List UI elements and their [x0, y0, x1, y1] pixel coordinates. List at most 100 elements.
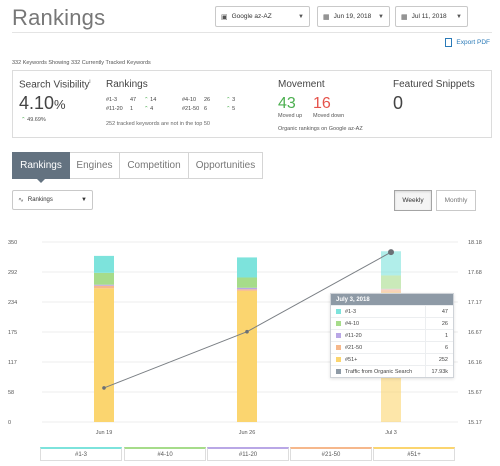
y-right-tick-label: 15.67 [468, 390, 482, 396]
tab-opportunities[interactable]: Opportunities [189, 152, 263, 179]
header-divider [12, 32, 492, 33]
tooltip-row: Traffic from Organic Search 17.93k [331, 365, 453, 377]
page-title: Rankings [12, 5, 106, 30]
bar-segment [94, 284, 114, 286]
monitor-icon: ▣ [221, 13, 228, 21]
moved-down-value: 16 [313, 95, 331, 112]
tab-competition[interactable]: Competition [120, 152, 189, 179]
calendar-icon: ▦ [323, 13, 330, 21]
info-icon[interactable]: i [89, 79, 91, 85]
y-right-tick-label: 16.67 [468, 330, 482, 336]
moved-up-label: Moved up [278, 113, 303, 119]
chevron-down-icon: ▼ [298, 13, 304, 20]
swatch-icon [336, 333, 341, 338]
y-left-tick-label: 117 [8, 360, 17, 366]
date-to-picker[interactable]: ▦ Jul 11, 2018 ▼ [395, 6, 468, 27]
tooltip-row: #21-50 6 [331, 341, 453, 353]
bar-segment [381, 288, 401, 290]
y-left-tick-label: 234 [8, 300, 17, 306]
movement-title: Movement [278, 79, 325, 90]
tooltip-date: July 3, 2018 [331, 294, 453, 305]
featured-snippets-title: Featured Snippets [393, 79, 475, 90]
search-visibility-change: ⌃ 49.69% [21, 117, 46, 123]
bar-segment [237, 287, 257, 290]
legend-item[interactable]: #51+ [373, 447, 455, 461]
legend-item[interactable]: #1-3 [40, 447, 122, 461]
search-visibility-value: 4.10% [19, 93, 66, 113]
swatch-icon [336, 321, 341, 326]
y-right-tick-label: 18.18 [468, 240, 482, 246]
arrow-up-icon: ⌃ [226, 96, 231, 103]
weekly-toggle[interactable]: Weekly [394, 190, 432, 211]
date-from-value: Jun 19, 2018 [333, 13, 372, 20]
bar-segment [237, 277, 257, 288]
traffic-point [102, 386, 106, 390]
chart-metric-value: Rankings [27, 197, 53, 203]
report-tabs: Rankings Engines Competition Opportuniti… [12, 152, 263, 183]
y-right-tick-label: 16.16 [468, 360, 482, 366]
bar-segment [94, 288, 114, 422]
y-left-tick-label: 175 [8, 330, 17, 336]
search-engine-select[interactable]: ▣ Google az-AZ ▼ [215, 6, 310, 27]
chart-metric-select[interactable]: ∿ Rankings ▼ [12, 190, 93, 210]
arrow-up-icon: ⌃ [226, 105, 231, 112]
movement-note: Organic rankings on Google az-AZ [278, 126, 363, 132]
export-pdf-link[interactable]: Export PDF [445, 38, 490, 47]
tab-engines[interactable]: Engines [70, 152, 120, 179]
y-left-tick-label: 58 [8, 390, 14, 396]
y-left-tick-label: 350 [8, 240, 17, 246]
chevron-down-icon: ▼ [378, 13, 384, 20]
date-from-picker[interactable]: ▦ Jun 19, 2018 ▼ [317, 6, 390, 27]
export-pdf-label: Export PDF [456, 39, 490, 46]
rankings-row: #11-20 1 ⌃ 4 #21-50 6 ⌃ 5 [106, 105, 236, 112]
keyword-summary: 332 Keywords Showing 332 Currently Track… [12, 60, 151, 66]
search-visibility-title: Search Visibilityi [19, 79, 91, 91]
monthly-toggle[interactable]: Monthly [436, 190, 476, 211]
swatch-icon [336, 309, 341, 314]
bar-segment [94, 272, 114, 285]
rankings-row: #1-3 47 ⌃ 14 #4-10 26 ⌃ 3 [106, 96, 236, 103]
bar-segment [237, 257, 257, 278]
y-left-tick-label: 0 [8, 420, 11, 426]
bar-segment [94, 285, 114, 289]
x-tick-label: Jun 19 [96, 430, 113, 436]
traffic-point [245, 329, 249, 334]
bar-segment [381, 275, 401, 289]
date-to-value: Jul 11, 2018 [411, 13, 447, 20]
swatch-icon [336, 369, 341, 374]
y-right-tick-label: 15.17 [468, 420, 482, 426]
y-right-tick-label: 17.17 [468, 300, 482, 306]
chart-tooltip: July 3, 2018 #1-3 47 #4-10 26 #11-20 1 #21-… [330, 293, 454, 378]
chevron-down-icon: ▼ [81, 197, 87, 203]
tab-rankings[interactable]: Rankings [12, 152, 70, 183]
rankings-grid: #1-3 47 ⌃ 14 #4-10 26 ⌃ 3 #11-20 1 ⌃ 4 #… [106, 95, 242, 113]
rankings-title: Rankings [106, 79, 148, 90]
tooltip-row: #51+ 252 [331, 353, 453, 365]
featured-snippets-value: 0 [393, 93, 404, 113]
bar-segment [94, 255, 114, 273]
tooltip-row: #1-3 47 [331, 305, 453, 317]
bar-segment [237, 290, 257, 422]
pdf-icon [445, 38, 453, 47]
legend-item[interactable]: #11-20 [207, 447, 289, 461]
bar-segment [381, 289, 401, 293]
legend-item[interactable]: #4-10 [124, 447, 206, 461]
traffic-point [388, 249, 394, 256]
swatch-icon [336, 345, 341, 350]
bar-segment [237, 289, 257, 291]
x-tick-label: Jun 26 [239, 430, 256, 436]
moved-up-value: 43 [278, 95, 296, 112]
calendar-icon: ▦ [401, 13, 408, 21]
legend-item[interactable]: #21-50 [290, 447, 372, 461]
line-chart-icon: ∿ [18, 197, 24, 204]
bar-segment [381, 251, 401, 276]
swatch-icon [336, 357, 341, 362]
y-left-tick-label: 292 [8, 270, 17, 276]
arrow-up-icon: ⌃ [144, 96, 149, 103]
moved-down-label: Moved down [313, 113, 345, 119]
tooltip-row: #11-20 1 [331, 329, 453, 341]
search-engine-value: Google az-AZ [231, 13, 272, 20]
arrow-up-icon: ⌃ [144, 105, 149, 112]
chevron-down-icon: ▼ [456, 13, 462, 20]
y-right-tick-label: 17.68 [468, 270, 482, 276]
